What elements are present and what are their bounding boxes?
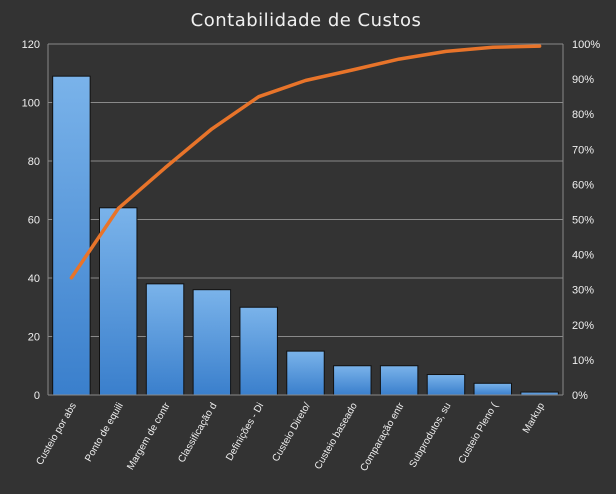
y2-tick-label: 90% [572,74,594,86]
y2-tick-label: 20% [572,320,594,332]
y2-tick-label: 100% [572,39,600,51]
x-tick-label: Subprodutos, su [408,401,454,470]
bar-9 [426,374,466,396]
y2-tick-label: 50% [572,215,594,227]
x-tick-label: Custeio Direto/ [271,401,314,464]
y-tick-label: 0 [34,390,40,402]
y2-tick-label: 0% [572,390,588,402]
y-tick-label: 40 [28,273,40,285]
bar-3 [145,283,185,396]
bar-10 [473,382,512,396]
y-tick-label: 120 [22,39,40,51]
bar-1 [52,75,91,396]
x-tick-label: Custeio Pleno ( [457,400,501,465]
x-tick-label: Ponto de equili [83,401,126,464]
bar-6 [286,350,325,396]
bar-series [52,75,559,396]
bar-4 [192,289,232,396]
cumulative-line-series [69,44,542,280]
x-tick-label: Markup [521,401,547,436]
bar-2 [99,207,138,396]
y-tick-label: 100 [22,98,40,110]
y2-tick-label: 30% [572,285,594,297]
x-tick-label: Definições - Di [224,401,266,463]
cumulative-line [69,44,542,280]
x-tick-label: Comparação entr [359,400,407,473]
x-tick-label: Custeio baseado [313,401,360,472]
y-tick-label: 20 [28,332,40,344]
bar-7 [333,365,372,396]
y2-tick-label: 70% [572,144,594,156]
y2-tick-label: 80% [572,109,594,121]
y2-tick-label: 60% [572,179,594,191]
x-tick-label: Custeio por abs [34,401,79,467]
chart-title: Contabilidade de Custos [191,10,422,31]
y2-tick-label: 40% [572,250,594,262]
y-tick-label: 80 [28,156,40,168]
x-tick-label: Margem de contr [125,400,173,472]
bar-8 [379,365,419,396]
bar-5 [239,306,278,396]
y2-tick-label: 10% [572,355,594,367]
x-tick-label: Classificação d [176,401,219,465]
y-tick-label: 60 [28,215,40,227]
